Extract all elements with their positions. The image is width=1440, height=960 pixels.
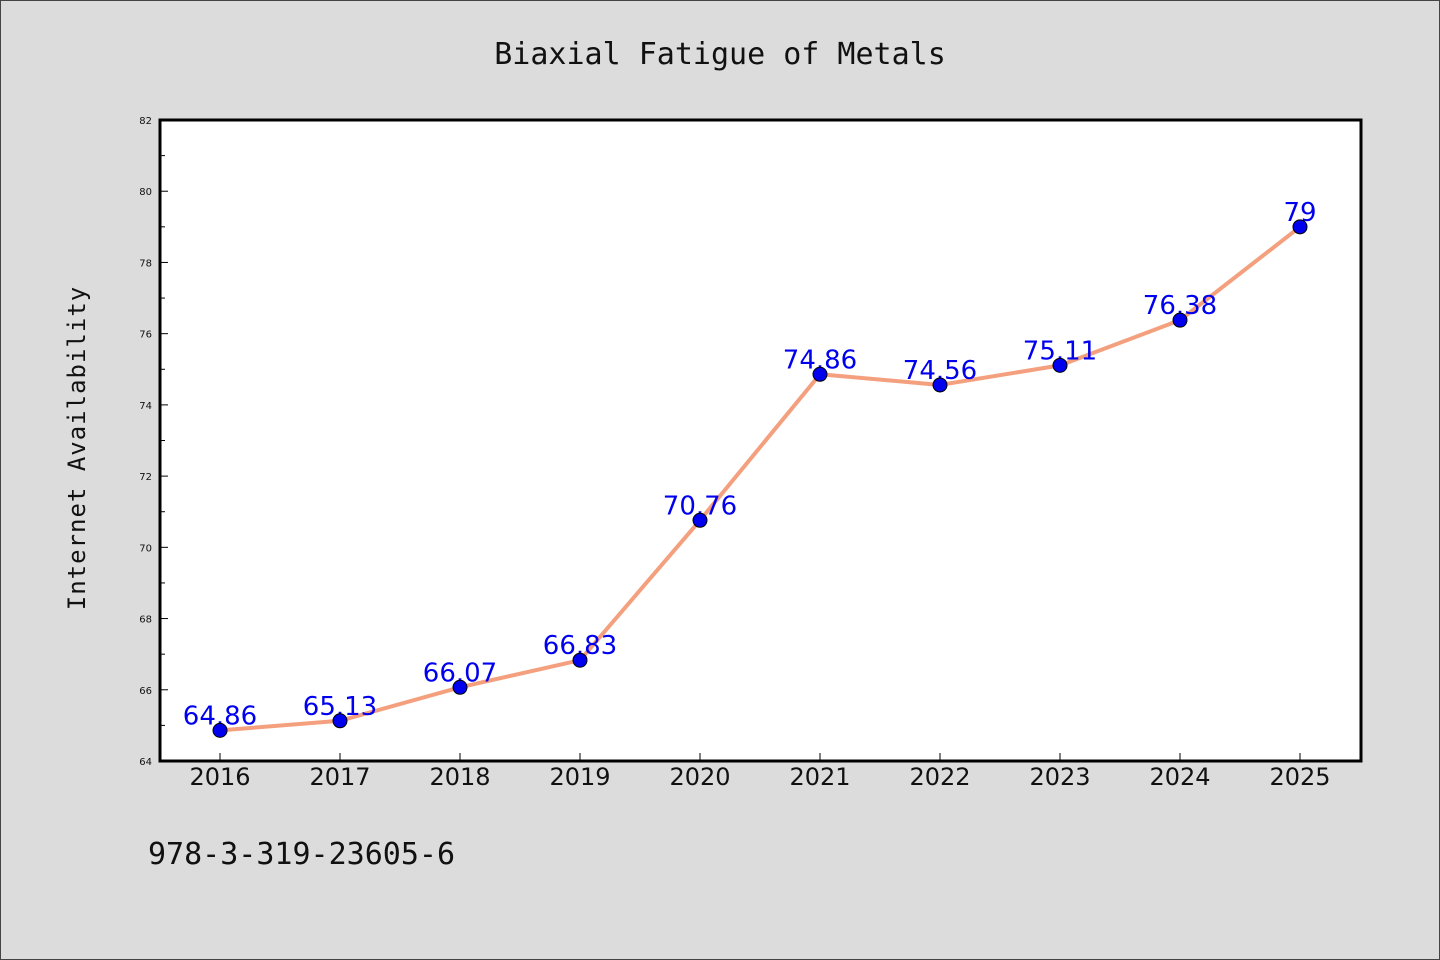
x-tick-label: 2024 (1149, 763, 1210, 791)
x-tick-label: 2016 (189, 763, 250, 791)
data-point (452, 679, 468, 695)
x-tick-label: 2020 (669, 763, 730, 791)
data-point (692, 512, 708, 528)
y-tick-label: 70 (139, 543, 152, 554)
series-line (218, 224, 1302, 733)
y-tick-label: 68 (139, 615, 152, 626)
x-tick-label: 2017 (309, 763, 370, 791)
x-tick-label: 2018 (429, 763, 490, 791)
y-tick-label: 78 (139, 258, 152, 269)
y-axis-label: Internet Availability (63, 286, 91, 610)
y-tick-label: 76 (139, 330, 152, 341)
data-point (212, 722, 228, 738)
x-tick-label: 2021 (789, 763, 850, 791)
chart-title: Biaxial Fatigue of Metals (494, 37, 946, 72)
x-tick-label: 2023 (1029, 763, 1090, 791)
plot-area (158, 118, 1363, 763)
data-point (332, 713, 348, 729)
data-point (572, 652, 588, 668)
data-point (1052, 357, 1068, 373)
data-point (1292, 219, 1308, 235)
data-point (932, 377, 948, 393)
y-tick-label: 82 (139, 116, 152, 127)
y-tick-label: 64 (139, 757, 152, 768)
series-markers (212, 219, 1308, 738)
footer-text: 978-3-319-23605-6 (148, 837, 455, 872)
x-tick-label: 2022 (909, 763, 970, 791)
data-point (812, 366, 828, 382)
y-tick-label: 66 (139, 686, 152, 697)
x-tick-label: 2019 (549, 763, 610, 791)
y-axis-ticks: 64 66 68 70 72 74 76 78 80 82 (139, 116, 168, 768)
y-tick-label: 74 (139, 401, 152, 412)
y-tick-label: 80 (139, 187, 152, 198)
x-axis-ticks: 2016 2017 2018 2019 2020 2021 2022 2023 2024 2025 (189, 753, 1331, 791)
x-tick-label: 2025 (1269, 763, 1330, 791)
y-tick-label: 72 (139, 472, 152, 483)
data-point (1172, 312, 1188, 328)
